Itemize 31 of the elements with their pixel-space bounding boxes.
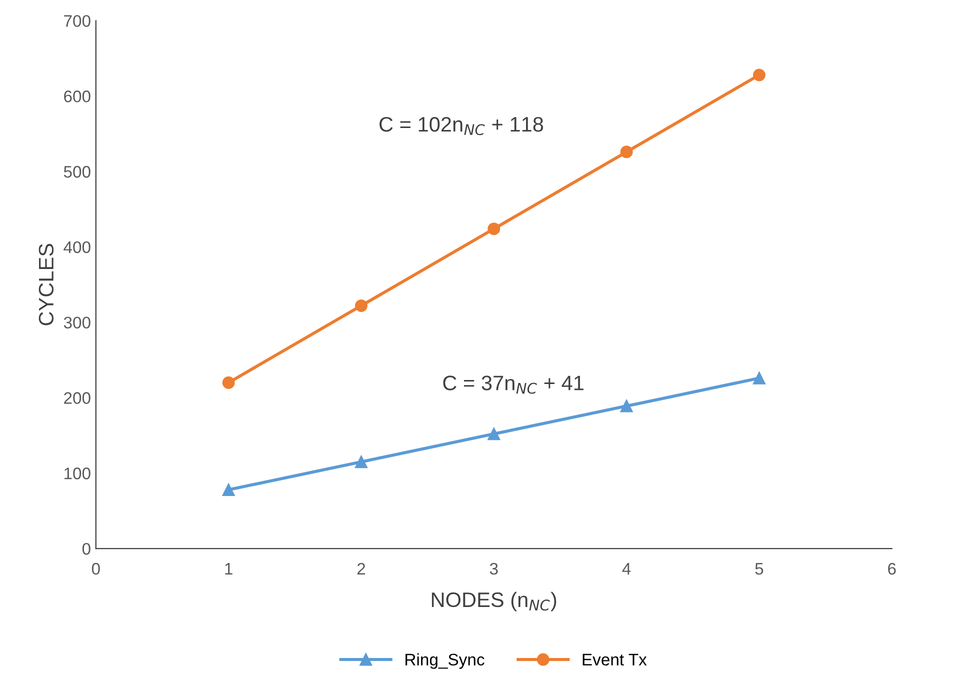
x-tick-label: 6 <box>888 562 896 575</box>
point <box>222 483 235 496</box>
point <box>488 222 500 236</box>
point <box>354 456 368 468</box>
point <box>620 146 633 158</box>
legend-label: Ring_Sync <box>406 653 484 669</box>
legend-label: Event Tx <box>582 654 647 666</box>
y-tick-label: 700 <box>64 15 90 27</box>
point <box>620 400 633 412</box>
point <box>354 299 368 312</box>
y-tick-label: 400 <box>64 241 90 254</box>
x-axis-title: NODES (n$_{NC}$) <box>432 592 556 612</box>
y-tick-label: 200 <box>64 392 90 404</box>
x-tick-label: 4 <box>622 563 631 575</box>
y-axis-title: CYCLES <box>38 244 54 326</box>
point <box>752 68 766 82</box>
x-tick-label: 1 <box>225 563 232 575</box>
point <box>222 376 235 389</box>
point <box>488 428 500 440</box>
x-tick-label: 2 <box>357 562 366 575</box>
y-tick-label: 100 <box>64 468 90 480</box>
y-tick-label: 500 <box>64 166 90 178</box>
y-tick-label: 300 <box>64 316 90 329</box>
x-tick-label: 3 <box>490 562 498 575</box>
annotation: C = 37n$_{NC}$ + 41 <box>443 376 584 394</box>
annotation: C = 102n$_{NC}$ + 118 <box>380 116 544 136</box>
point <box>752 372 766 384</box>
y-tick-label: 600 <box>64 90 90 102</box>
x-tick-label: 5 <box>755 563 764 575</box>
y-tick-label: 0 <box>82 542 90 555</box>
x-tick-label: 0 <box>92 562 100 575</box>
